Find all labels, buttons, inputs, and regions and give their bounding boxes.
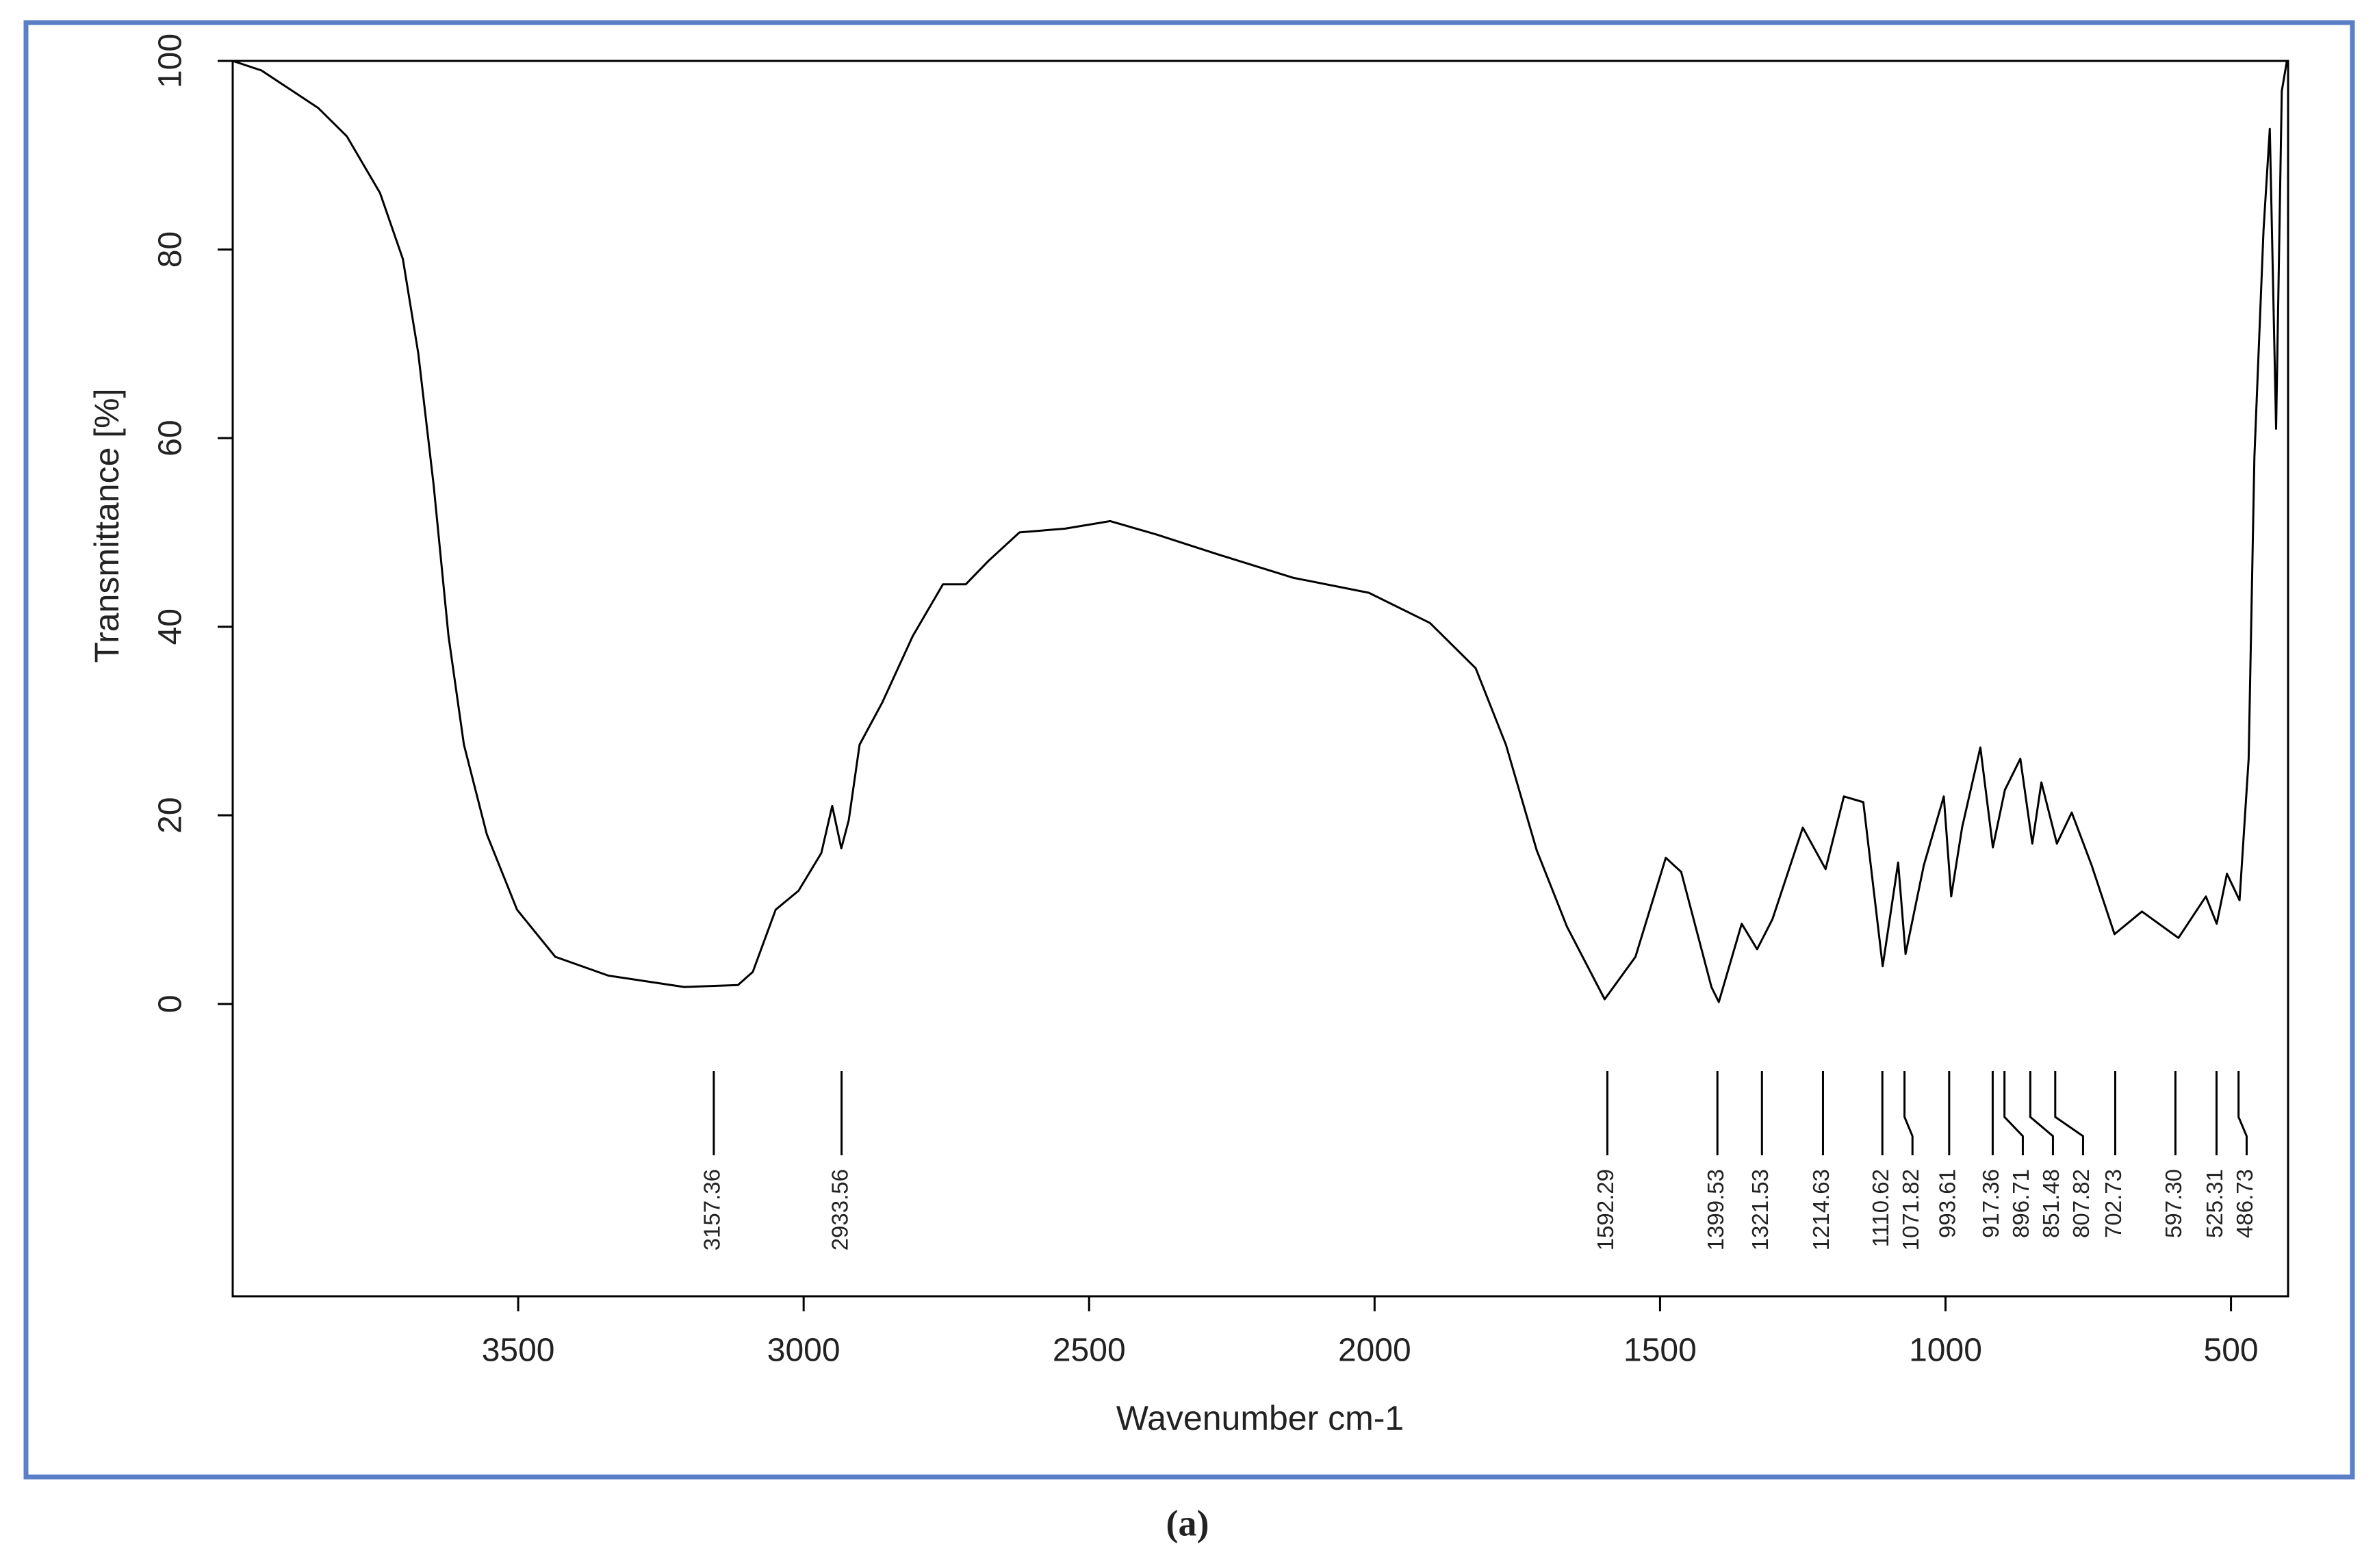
peak-marker <box>2054 1071 2084 1155</box>
peak-label: 896.71 <box>2008 1169 2033 1238</box>
x-tick-label: 1500 <box>1623 1333 1697 1369</box>
peak-label: 851.48 <box>2038 1169 2064 1238</box>
peak-label: 597.30 <box>2161 1169 2186 1238</box>
peak-label: 993.61 <box>1935 1169 1960 1238</box>
y-tick-label: 100 <box>153 34 189 88</box>
frame-border <box>23 20 2355 1480</box>
x-tick-label: 1000 <box>1909 1333 1982 1369</box>
peak-label: 1110.62 <box>1868 1169 1893 1247</box>
peak-marker <box>1903 1071 1914 1155</box>
peak-label: 1399.53 <box>1703 1169 1728 1250</box>
x-tick-label: 2500 <box>1053 1333 1126 1369</box>
y-tick-label: 40 <box>153 608 189 645</box>
y-tick-label: 60 <box>153 420 189 456</box>
y-tick-label: 20 <box>153 797 189 834</box>
peak-label: 2933.56 <box>827 1169 852 1250</box>
x-tick-label: 3000 <box>767 1333 840 1369</box>
peak-label: 702.73 <box>2101 1169 2126 1238</box>
x-axis-label: Wavenumber cm-1 <box>1116 1399 1404 1437</box>
peak-label: 1071.82 <box>1898 1169 1923 1250</box>
peak-label: 807.82 <box>2068 1169 2094 1238</box>
x-tick-label: 500 <box>2204 1333 2259 1369</box>
x-tick-label: 3500 <box>482 1333 555 1369</box>
peak-label: 3157.36 <box>699 1169 725 1250</box>
peak-marker <box>2237 1071 2248 1155</box>
x-tick-label: 2000 <box>1338 1333 1411 1369</box>
peak-label: 486.73 <box>2232 1169 2257 1238</box>
y-tick-label: 0 <box>153 995 189 1014</box>
peak-label: 1321.53 <box>1747 1169 1773 1250</box>
peak-marker <box>2029 1071 2054 1155</box>
peak-label: 917.36 <box>1978 1169 2003 1238</box>
peak-label: 1214.63 <box>1808 1169 1834 1250</box>
spectrum-line <box>232 60 2288 1003</box>
peak-label: 1592.29 <box>1593 1169 1618 1250</box>
plot-box <box>231 60 2289 1298</box>
peak-marker <box>2003 1071 2024 1155</box>
peak-label: 525.31 <box>2202 1169 2227 1238</box>
y-axis-label: Transmittance [%] <box>88 388 126 663</box>
y-tick-label: 80 <box>153 231 189 268</box>
caption: (a) <box>1166 1502 1209 1543</box>
